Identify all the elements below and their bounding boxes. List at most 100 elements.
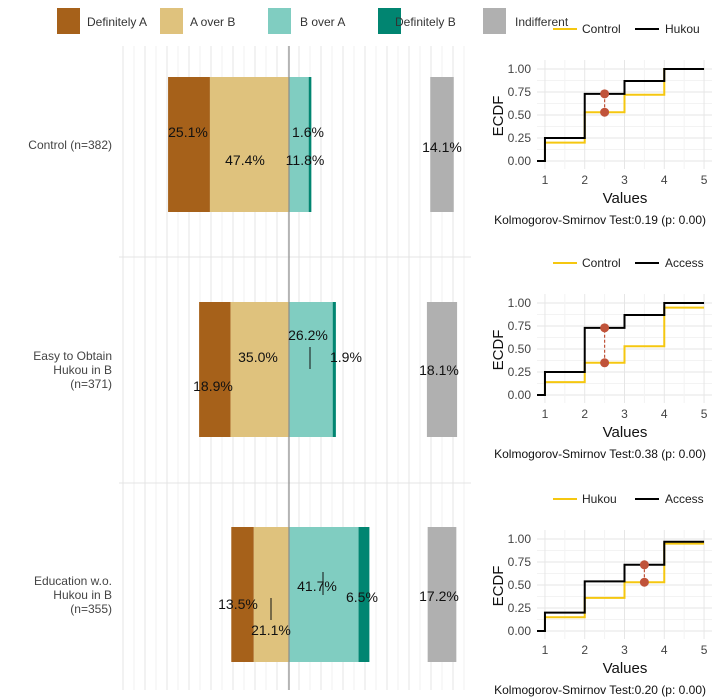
category-label: Easy to Obtain (33, 349, 112, 363)
y-tick-label: 1.00 (508, 62, 532, 76)
bar-b-over-a (289, 77, 309, 212)
ecdf-line-series-1 (537, 542, 705, 632)
data-label: 17.2% (419, 588, 459, 604)
x-tick-label: 4 (661, 173, 668, 187)
y-tick-label: 0.25 (508, 365, 532, 379)
bar-definitely-b (358, 527, 370, 662)
y-axis-title: ECDF (490, 566, 507, 607)
bar-definitely-a (231, 527, 254, 662)
bar-a-over-b (209, 77, 289, 212)
legend-label: Definitely A (87, 15, 147, 29)
ks-point (639, 577, 649, 587)
y-tick-label: 0.75 (508, 555, 532, 569)
legend-label: Indifferent (515, 15, 569, 29)
bar-b-over-a (289, 527, 359, 662)
data-label: 14.1% (422, 139, 462, 155)
data-label: 1.9% (330, 349, 362, 365)
legend-swatch (160, 8, 183, 34)
y-axis-title: ECDF (490, 330, 507, 371)
data-label: 6.5% (346, 589, 378, 605)
category-label: Education w.o. (34, 574, 112, 588)
y-tick-label: 0.00 (508, 154, 532, 168)
x-tick-label: 1 (542, 407, 549, 421)
legend-item: Definitely B (378, 8, 456, 34)
ecdf-grid (537, 294, 712, 403)
x-tick-label: 4 (661, 407, 668, 421)
y-tick-label: 0.50 (508, 578, 532, 592)
ecdf-legend: Hukou Access (553, 492, 704, 506)
y-tick-label: 0.50 (508, 342, 532, 356)
data-label: 47.4% (225, 152, 265, 168)
ecdf-legend: Control Hukou (553, 22, 700, 36)
ecdf-panel: Control Access 0.00 0.25 0.50 0.75 1.00 1 2 3 4 5 Va… (490, 256, 712, 461)
legend-swatch (378, 8, 401, 34)
x-tick-label: 2 (581, 643, 588, 657)
x-axis-title: Values (603, 424, 648, 441)
y-tick-label: 0.75 (508, 319, 532, 333)
bar-a-over-b (253, 527, 289, 662)
legend-label: Control (582, 256, 621, 270)
legend-label: A over B (190, 15, 235, 29)
bar-indifferent (430, 77, 454, 212)
bar-indifferent (426, 302, 458, 437)
ecdf-panel: Hukou Access 0.00 0.25 0.50 0.75 1.00 1 2 3 4 5 Valu… (490, 492, 712, 697)
legend-item: B over A (268, 8, 345, 34)
legend-label: Definitely B (395, 15, 456, 29)
y-tick-label: 0.25 (508, 131, 532, 145)
x-tick-label: 3 (621, 407, 628, 421)
y-tick-label: 1.00 (508, 296, 532, 310)
x-tick-label: 1 (542, 173, 549, 187)
ks-point (600, 89, 610, 99)
x-tick-label: 1 (542, 643, 549, 657)
category-label: (n=371) (70, 377, 112, 391)
ks-caption: Kolmogorov-Smirnov Test:0.38 (p: 0.00) (494, 447, 706, 461)
x-tick-label: 5 (701, 173, 708, 187)
y-tick-label: 0.75 (508, 85, 532, 99)
bars (168, 77, 458, 662)
bar-definitely-b (308, 77, 312, 212)
bar-definitely-a (168, 77, 210, 212)
bar-b-over-a (289, 302, 333, 437)
bar-a-over-b (230, 302, 289, 437)
legend: Definitely A A over B B over A Definitely B… (57, 8, 569, 34)
x-tick-label: 2 (581, 173, 588, 187)
legend-label: Access (665, 256, 704, 270)
category-label: (n=355) (70, 602, 112, 616)
ks-point (600, 107, 610, 117)
x-tick-label: 3 (621, 173, 628, 187)
legend-label: Hukou (582, 492, 617, 506)
ecdf-legend: Control Access (553, 256, 704, 270)
data-labels: 25.1%47.4% 11.8%1.6%14.1%18.9%35.0%26.2%1… (168, 124, 462, 638)
legend-swatch (57, 8, 80, 34)
x-axis-title: Values (603, 660, 648, 677)
x-tick-label: 5 (701, 407, 708, 421)
ecdf-line-series-1 (537, 306, 705, 396)
ecdf-line-series-2 (537, 540, 705, 632)
legend-label: B over A (300, 15, 345, 29)
legend-label: Hukou (665, 22, 700, 36)
legend-item: Definitely A (57, 8, 147, 34)
y-tick-label: 1.00 (508, 532, 532, 546)
legend-item: A over B (160, 8, 235, 34)
data-label: 1.6% (292, 124, 324, 140)
ecdf-panel: Control Hukou 0.00 0.25 0.50 0.75 1.00 1 2 3 4 5 Val… (490, 22, 712, 227)
y-tick-label: 0.00 (508, 388, 532, 402)
data-label: 18.1% (419, 362, 459, 378)
legend-label: Access (665, 492, 704, 506)
x-tick-label: 5 (701, 643, 708, 657)
legend-swatch (268, 8, 291, 34)
x-tick-label: 2 (581, 407, 588, 421)
x-tick-label: 4 (661, 643, 668, 657)
category-label: Hukou in B (53, 588, 112, 602)
y-axis-title: ECDF (490, 96, 507, 137)
data-label: 21.1% (251, 622, 291, 638)
category-label: Control (n=382) (28, 138, 112, 152)
y-tick-label: 0.00 (508, 624, 532, 638)
data-label: 13.5% (218, 596, 258, 612)
ks-point (600, 358, 610, 368)
x-axis-title: Values (603, 190, 648, 207)
data-label: 18.9% (193, 378, 233, 394)
data-label: 35.0% (238, 349, 278, 365)
category-label: Hukou in B (53, 363, 112, 377)
